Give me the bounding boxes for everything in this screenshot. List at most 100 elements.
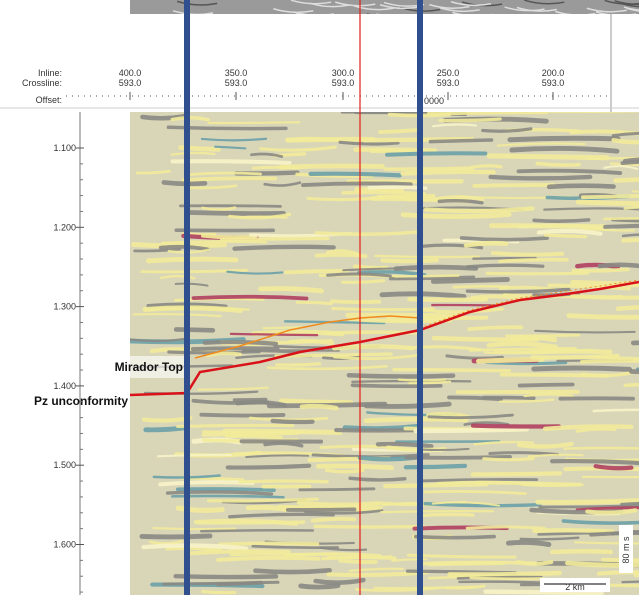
reflector — [600, 265, 639, 267]
reflector — [273, 421, 313, 422]
reflector — [332, 301, 379, 302]
reflector — [433, 280, 507, 282]
reflector — [218, 558, 318, 560]
reflector — [176, 329, 213, 330]
reflector — [203, 236, 255, 238]
reflector — [357, 189, 403, 191]
reflector — [220, 543, 317, 544]
reflector — [261, 289, 322, 291]
reflector — [142, 536, 210, 537]
reflector — [388, 318, 487, 320]
reflector — [429, 563, 503, 564]
reflector — [552, 551, 611, 552]
reflector — [348, 315, 458, 316]
reflector — [478, 359, 542, 361]
reflector — [183, 178, 275, 180]
section-marker — [417, 0, 423, 595]
reflector — [508, 542, 548, 544]
reflector — [491, 226, 604, 227]
reflector — [493, 253, 562, 255]
reflector — [474, 185, 553, 186]
reflector — [518, 562, 551, 564]
reflector — [467, 527, 544, 528]
time-tick-label: 1.200 — [53, 222, 76, 232]
reflector — [534, 368, 630, 369]
reflector — [622, 161, 639, 163]
reflector — [303, 183, 411, 185]
time-tick-label: 1.400 — [53, 381, 76, 391]
reflector — [203, 591, 235, 592]
reflector — [375, 256, 478, 257]
reflector — [594, 410, 639, 411]
reflector — [549, 186, 613, 187]
reflector — [466, 243, 506, 245]
reflector — [625, 206, 639, 208]
reflector — [618, 307, 639, 309]
reflector — [383, 260, 437, 261]
reflector — [342, 281, 383, 283]
reflector — [625, 385, 639, 386]
reflector — [340, 142, 398, 144]
time-tick-label: 1.600 — [53, 540, 76, 550]
reflector — [604, 218, 639, 219]
reflector — [302, 406, 336, 408]
reflector — [537, 163, 579, 165]
reflector — [334, 346, 412, 348]
inline-value: 200.0 — [542, 68, 565, 78]
reflector — [583, 195, 639, 197]
reflector — [396, 267, 476, 269]
reflector — [167, 548, 220, 550]
reflector — [519, 171, 621, 173]
inline-value: 250.0 — [437, 68, 460, 78]
reflector — [534, 220, 589, 221]
reflector — [487, 273, 587, 274]
reflector — [462, 238, 547, 240]
offset-label: Offset: — [36, 95, 62, 105]
reflector — [422, 514, 473, 515]
seismic-viewer: Inline: Crossline: Offset: 0000 Mirador … — [0, 0, 639, 595]
reflector — [299, 503, 378, 505]
reflector — [512, 148, 617, 151]
reflector — [255, 570, 329, 572]
reflector — [204, 432, 303, 433]
reflector — [188, 173, 260, 175]
reflector — [227, 436, 281, 438]
inline-value: 300.0 — [332, 68, 355, 78]
reflector — [403, 172, 494, 174]
reflector — [201, 530, 313, 531]
reflector — [317, 255, 366, 256]
reflector — [248, 507, 289, 509]
reflector — [291, 341, 333, 343]
reflector — [253, 167, 298, 168]
reflector — [316, 580, 364, 583]
reflector — [146, 428, 186, 430]
inline-value: 350.0 — [225, 68, 248, 78]
reflector — [301, 586, 338, 588]
annotation: Pz unconformity — [34, 394, 128, 408]
reflector — [623, 239, 639, 241]
reflector — [286, 271, 347, 273]
crossline-value: 593.0 — [437, 78, 460, 88]
crossline-value: 593.0 — [119, 78, 142, 88]
reflector — [468, 265, 543, 267]
reflector — [572, 296, 639, 298]
reflector — [240, 481, 327, 482]
reflector — [318, 466, 391, 468]
reflector — [622, 503, 639, 505]
reflector — [145, 308, 241, 311]
reflector — [387, 153, 485, 155]
reflector — [616, 179, 639, 182]
reflector — [534, 530, 612, 531]
scale-label: 80 m s — [621, 536, 631, 564]
reflector — [623, 234, 639, 236]
reflector — [510, 138, 618, 140]
crossline-label: Crossline: — [22, 78, 62, 88]
reflector — [281, 401, 351, 403]
reflector — [366, 419, 466, 421]
reflector — [484, 458, 533, 459]
reflector — [459, 582, 552, 583]
reflector — [471, 166, 501, 168]
reflector — [406, 466, 465, 467]
reflector — [593, 357, 639, 359]
reflector — [471, 578, 544, 579]
